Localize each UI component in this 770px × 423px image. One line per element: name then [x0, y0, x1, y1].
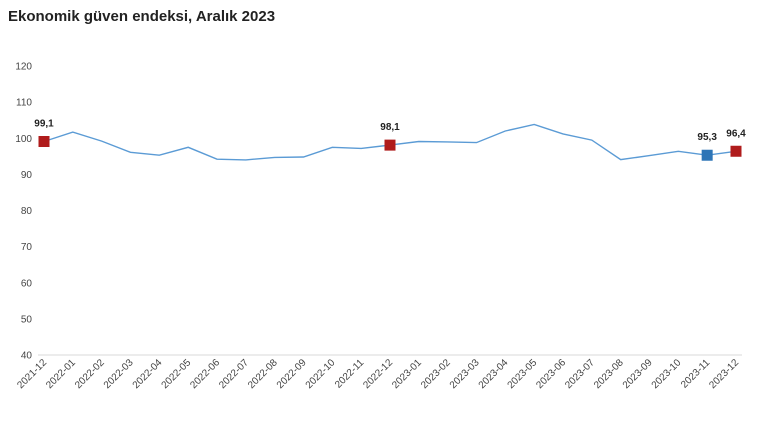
y-tick-label: 50: [21, 314, 33, 325]
y-tick-label: 120: [15, 62, 32, 73]
x-tick-label: 2023-10: [650, 357, 684, 391]
x-tick-label: 2023-11: [679, 357, 713, 391]
data-label: 96,4: [726, 128, 746, 139]
chart-title: Ekonomik güven endeksi, Aralık 2023: [8, 8, 276, 25]
x-tick-label: 2023-07: [563, 357, 597, 391]
x-tick-label: 2021-12: [15, 357, 49, 391]
x-tick-label: 2022-11: [333, 357, 367, 391]
highlight-markers: [38, 136, 742, 161]
y-tick-label: 60: [21, 278, 33, 289]
x-tick-label: 2022-05: [160, 357, 194, 391]
x-tick-label: 2022-01: [44, 357, 78, 391]
data-marker: [384, 139, 396, 151]
y-tick-label: 80: [21, 206, 33, 217]
x-tick-label: 2022-12: [361, 357, 395, 391]
x-tick-label: 2022-06: [188, 357, 222, 391]
x-tick-label: 2022-03: [102, 357, 136, 391]
x-tick-label: 2023-05: [506, 357, 540, 391]
x-tick-label: 2023-03: [448, 357, 482, 391]
x-tick-label: 2023-12: [707, 357, 741, 391]
x-tick-label: 2023-02: [419, 357, 453, 391]
x-tick-label: 2023-04: [477, 357, 511, 391]
x-tick-label: 2023-09: [621, 357, 655, 391]
x-tick-label: 2022-08: [246, 357, 280, 391]
x-tick-label: 2023-06: [534, 357, 568, 391]
x-tick-label: 2022-09: [275, 357, 309, 391]
y-tick-label: 40: [21, 351, 33, 362]
data-label: 95,3: [697, 132, 717, 143]
y-tick-label: 90: [21, 170, 33, 181]
x-tick-label: 2023-08: [592, 357, 626, 391]
data-label: 98,1: [380, 122, 400, 133]
y-tick-label: 70: [21, 242, 33, 253]
x-axis-ticks: 2021-122022-012022-022022-032022-042022-…: [15, 357, 741, 391]
x-tick-label: 2022-07: [217, 357, 251, 391]
x-tick-label: 2022-02: [73, 357, 107, 391]
y-axis-ticks: 40 50 60 70 80 90 100 110 120: [15, 62, 32, 362]
data-label: 99,1: [34, 119, 54, 130]
y-tick-label: 100: [15, 134, 32, 145]
data-marker: [730, 145, 742, 157]
x-tick-label: 2022-10: [304, 357, 338, 391]
x-tick-label: 2022-04: [131, 357, 165, 391]
x-tick-label: 2023-01: [390, 357, 424, 391]
data-labels: 99,1 98,1 95,3 96,4: [34, 119, 746, 144]
y-tick-label: 110: [16, 98, 32, 109]
data-marker: [38, 136, 50, 148]
data-marker: [701, 149, 713, 161]
